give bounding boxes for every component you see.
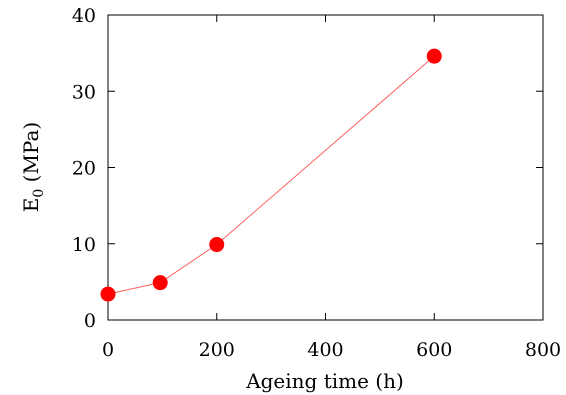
y-tick-label: 40: [72, 5, 96, 27]
x-tick-label: 0: [102, 339, 114, 361]
data-point: [152, 275, 168, 291]
tick-labels: 0 200 400 600 800 0 10 20 30 40: [72, 5, 561, 361]
y-tick-label: 30: [72, 81, 96, 103]
y-axis-title: E0 (MPa): [19, 122, 47, 212]
x-tick-label: 800: [525, 339, 561, 361]
data-point: [100, 286, 116, 302]
y-tick-label: 10: [72, 234, 96, 256]
data-point: [209, 237, 225, 253]
data-point: [426, 48, 442, 64]
y-axis-title-sub: 0: [31, 189, 47, 198]
y-axis-title-rest: (MPa): [19, 122, 43, 189]
axis-ticks: [107, 14, 544, 321]
data-series: [100, 48, 442, 302]
y-tick-label: 0: [84, 310, 96, 332]
x-tick-label: 200: [199, 339, 235, 361]
x-axis-title: Ageing time (h): [245, 369, 404, 393]
x-tick-label: 600: [416, 339, 452, 361]
y-tick-label: 20: [72, 158, 96, 180]
x-tick-label: 400: [307, 339, 343, 361]
y-axis-title-main: E: [19, 198, 43, 213]
series-line: [107, 55, 435, 295]
